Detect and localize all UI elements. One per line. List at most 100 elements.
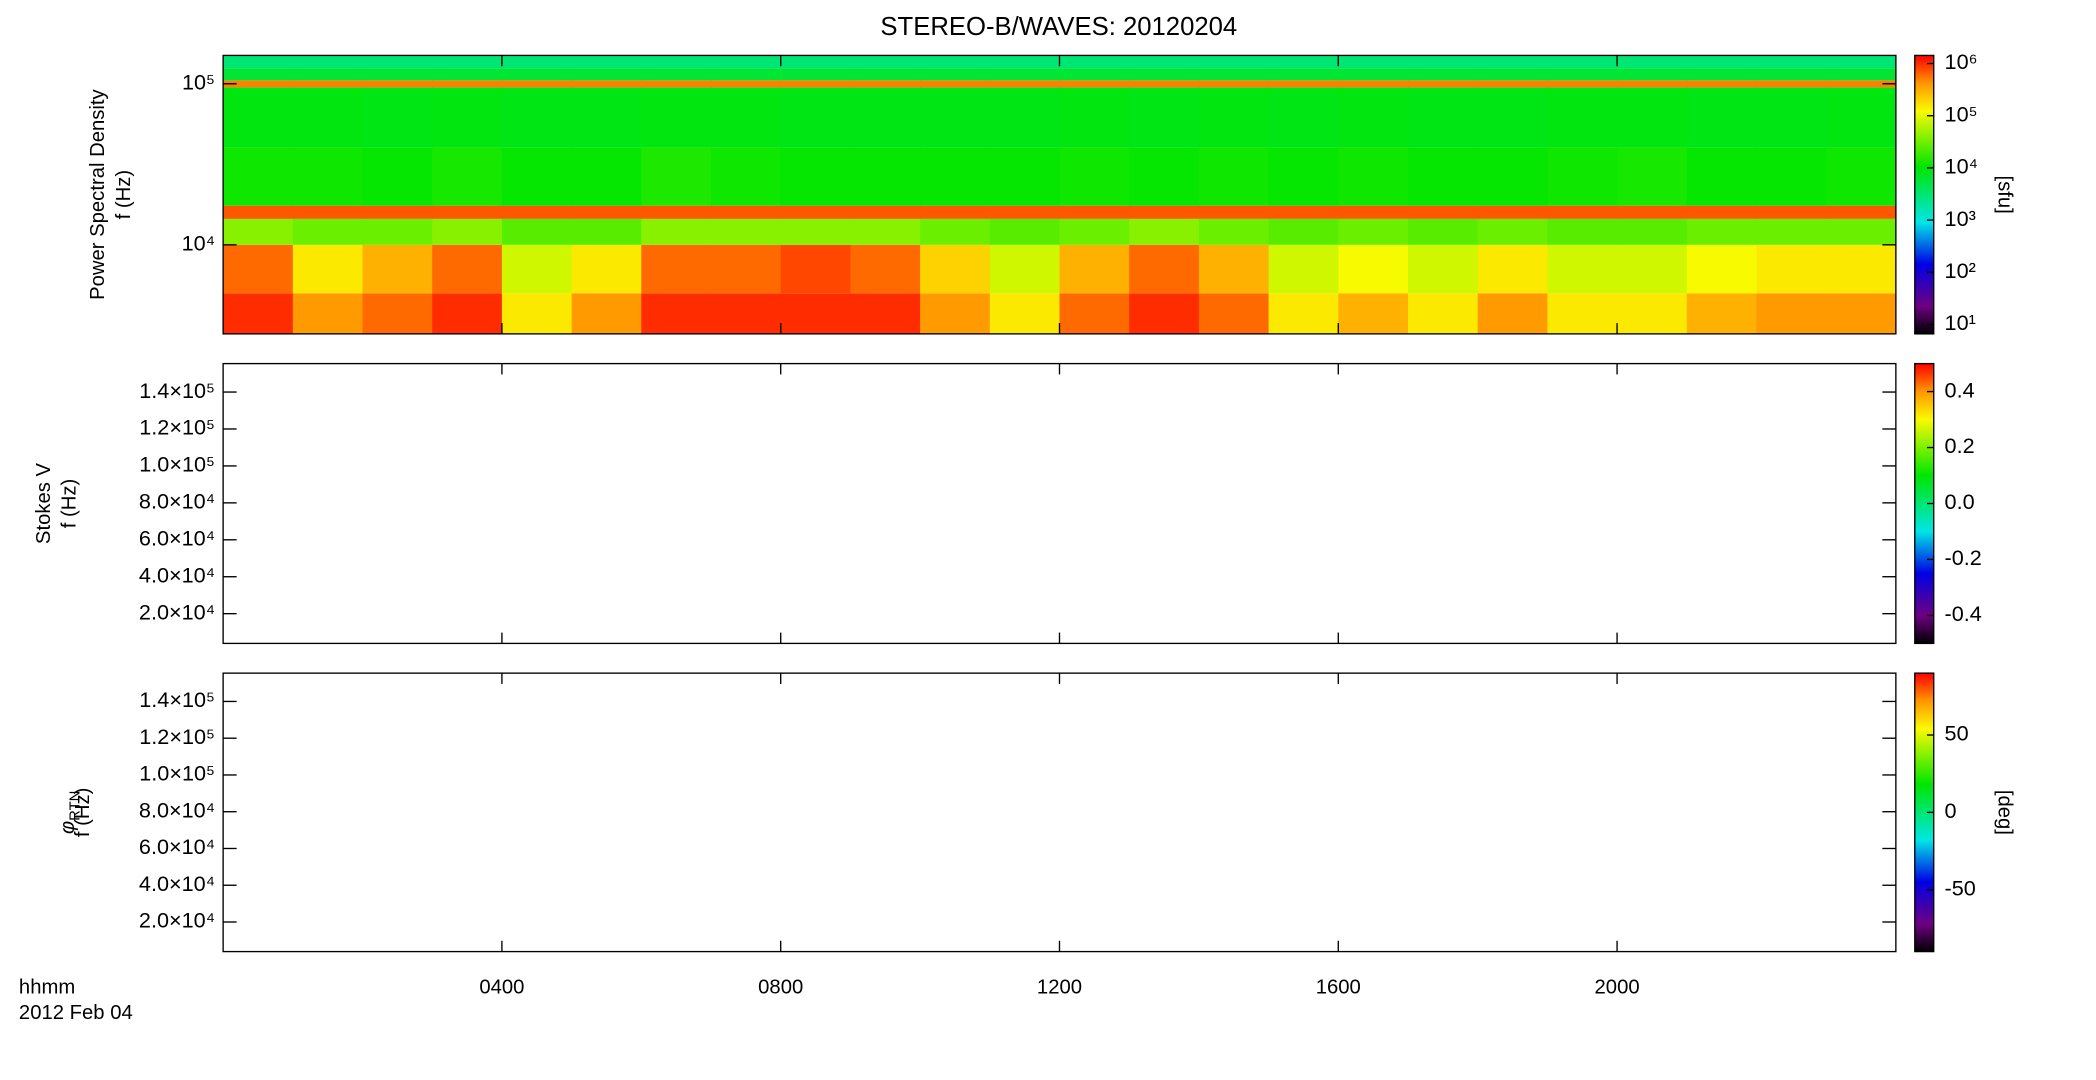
heatmap-cell [1617, 205, 1688, 219]
heatmap-cell [1338, 293, 1409, 334]
colorbar-tick-label: 50 [1945, 721, 1969, 746]
heatmap-cell [362, 68, 433, 81]
heatmap-cell [989, 205, 1061, 219]
heatmap-cell [1686, 244, 1758, 294]
heatmap-cell [1338, 87, 1409, 148]
heatmap-cell [1686, 205, 1758, 219]
heatmap-cell [1547, 87, 1618, 148]
heatmap-cell [1198, 68, 1270, 81]
y-axis-unit-label: f (Hz) [72, 788, 94, 838]
heatmap-cell [1826, 244, 1897, 294]
heatmap-cell [1547, 244, 1618, 294]
y-tick-label: 1.4×10⁵ [139, 687, 215, 712]
heatmap-cell [292, 293, 364, 334]
heatmap-cell [292, 68, 364, 81]
heatmap-cell [432, 68, 503, 81]
heatmap-cell [989, 244, 1061, 294]
heatmap-cell [780, 293, 852, 334]
heatmap-cell [780, 55, 852, 69]
x-tick-label: 1200 [1037, 976, 1082, 998]
heatmap-cell [432, 80, 503, 88]
heatmap-cell [1268, 205, 1339, 219]
heatmap-cell [1756, 147, 1827, 206]
heatmap-cell [780, 87, 852, 148]
x-tick-label: 1600 [1316, 976, 1361, 998]
heatmap-cell [850, 205, 921, 219]
heatmap-cell [1338, 68, 1409, 81]
heatmap-cell [432, 218, 503, 245]
heatmap-cell [989, 293, 1061, 334]
heatmap-cell [1756, 218, 1827, 245]
y-tick-label: 10⁴ [182, 231, 215, 256]
heatmap-cell [223, 244, 294, 294]
heatmap-cell [1407, 147, 1479, 206]
heatmap-cell [989, 218, 1061, 245]
heatmap-cell [1686, 218, 1758, 245]
heatmap-cell [571, 80, 642, 88]
y-axis-label: φRTN [57, 791, 83, 835]
colorbar-tick-label: 10⁴ [1945, 154, 1978, 179]
heatmap-cell [1198, 293, 1270, 334]
heatmap-cell [1477, 293, 1549, 334]
heatmap-cell [850, 293, 921, 334]
heatmap-cell [432, 293, 503, 334]
y-tick-label: 1.0×10⁵ [139, 452, 215, 477]
heatmap-cell [1129, 293, 1200, 334]
heatmap-cell [1547, 55, 1618, 69]
heatmap-cell [1407, 218, 1479, 245]
y-tick-label: 2.0×10⁴ [139, 599, 215, 624]
heatmap-cell [920, 293, 991, 334]
heatmap-cell [292, 244, 364, 294]
colorbar-tick-label: -0.4 [1945, 601, 1982, 626]
heatmap-cell [1059, 68, 1130, 81]
heatmap-cell [1547, 293, 1618, 334]
x-tick-label: 2000 [1595, 976, 1640, 998]
heatmap-cell [571, 147, 642, 206]
heatmap-cell [1477, 80, 1549, 88]
y-tick-label: 4.0×10⁴ [139, 562, 215, 587]
heatmap-cell [223, 87, 294, 148]
heatmap-cell [1338, 218, 1409, 245]
heatmap-cell [1686, 55, 1758, 69]
heatmap-cell [571, 218, 642, 245]
heatmap-cell [1477, 55, 1549, 69]
heatmap-cell [1338, 205, 1409, 219]
heatmap-cell [1129, 87, 1200, 148]
heatmap-cell [1059, 87, 1130, 148]
heatmap-cell [1129, 68, 1200, 81]
heatmap-cell [1756, 80, 1827, 88]
heatmap-cell [432, 244, 503, 294]
colorbar-label: [deg] [1994, 790, 2016, 835]
heatmap-cell [1826, 55, 1897, 69]
heatmap-cell [362, 80, 433, 88]
heatmap-cell [711, 55, 782, 69]
y-tick-label: 1.0×10⁵ [139, 761, 215, 786]
heatmap-cell [501, 205, 573, 219]
heatmap-cell [571, 244, 642, 294]
heatmap-cell [1826, 147, 1897, 206]
heatmap-cell [1268, 147, 1339, 206]
heatmap-cell [711, 205, 782, 219]
heatmap-cell [362, 147, 433, 206]
heatmap-cell [1477, 205, 1549, 219]
heatmap-cell [1198, 55, 1270, 69]
y-axis-label: Stokes V [33, 462, 55, 544]
heatmap-cell [1198, 87, 1270, 148]
x-axis-label: hhmm [19, 976, 75, 998]
heatmap-cell [362, 293, 433, 334]
heatmap-cell [1129, 205, 1200, 219]
heatmap-cell [1756, 244, 1827, 294]
heatmap-cell [641, 147, 712, 206]
y-tick-label: 4.0×10⁴ [139, 871, 215, 896]
date-label: 2012 Feb 04 [19, 1002, 133, 1024]
colorbar-tick-label: 0.0 [1945, 489, 1975, 514]
y-axis-label-symbol: φ [57, 821, 79, 834]
colorbar-tick-label: -50 [1945, 875, 1976, 900]
heatmap-cell [1338, 244, 1409, 294]
heatmap-cell [432, 147, 503, 206]
heatmap-cell [920, 87, 991, 148]
heatmap-cell [1826, 293, 1897, 334]
heatmap-cell [1198, 147, 1270, 206]
heatmap-cell [1268, 68, 1339, 81]
